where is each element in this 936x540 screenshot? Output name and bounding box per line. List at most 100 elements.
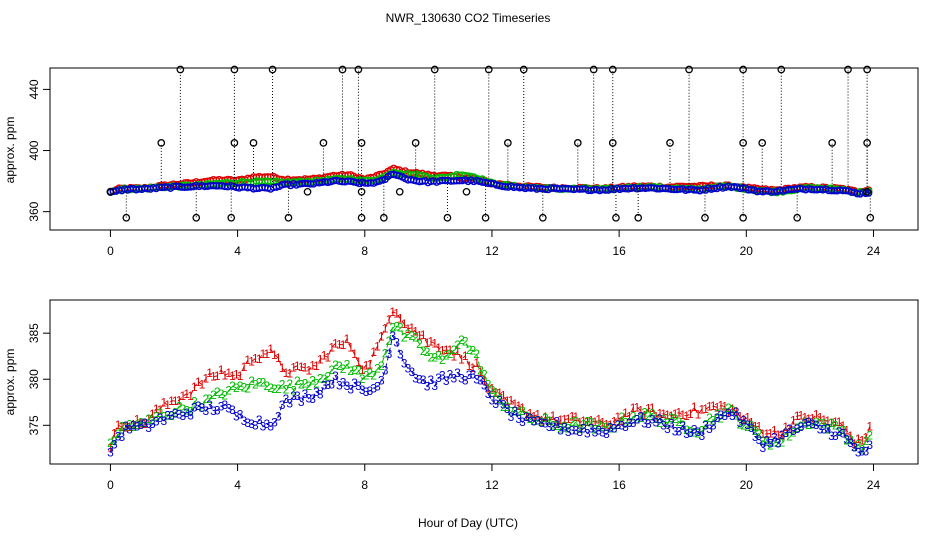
bottom-series-1-marker: 1 [363, 358, 370, 372]
bottom-series-3-marker: 3 [866, 438, 873, 452]
flag-point [573, 139, 582, 147]
bottom-series-1-marker: 1 [473, 356, 480, 370]
bottom-series-1-marker: 1 [347, 341, 354, 355]
bottom-series-2-marker: 2 [470, 343, 477, 357]
bottom-series-1-marker: 1 [416, 328, 423, 342]
bottom-series-1-marker: 1 [305, 363, 312, 377]
bottom-series-3-marker: 3 [275, 410, 282, 424]
bottom-series-3-marker: 3 [378, 374, 385, 388]
bottom-series-3-marker: 3 [206, 398, 213, 412]
flag-point [863, 139, 871, 147]
bottom-series-2-marker: 2 [347, 364, 354, 378]
bottom-series-3-marker: 3 [714, 411, 721, 425]
bottom-series-1-marker: 1 [847, 429, 854, 443]
bottom-series-3-marker: 3 [721, 409, 728, 423]
bottom-x-tick-label: 12 [485, 478, 499, 492]
bottom-series-1-marker: 1 [481, 374, 488, 388]
bottom-series-1-marker: 1 [374, 339, 381, 353]
bottom-series-3-marker: 3 [710, 418, 717, 432]
bottom-series-3-marker: 3 [622, 420, 629, 434]
bottom-series-3-marker: 3 [149, 417, 156, 431]
bottom-series-3-marker: 3 [817, 422, 824, 436]
bottom-series-2-marker: 2 [626, 415, 633, 429]
flag-point [357, 139, 366, 147]
bottom-series-2-marker: 2 [275, 382, 282, 396]
bottom-series-2-marker: 2 [244, 381, 251, 395]
flag-point [176, 65, 185, 74]
bottom-y-axis: 375 380 385 [27, 323, 51, 435]
bottom-series-2-marker: 2 [641, 405, 648, 419]
bottom-series-3-marker: 3 [676, 425, 683, 439]
bottom-series-1-marker: 1 [229, 369, 236, 383]
x-axis-title: Hour of Day (UTC) [418, 516, 518, 530]
bottom-series-2-marker: 2 [676, 415, 683, 429]
bottom-series-2-marker: 2 [790, 426, 797, 440]
bottom-series-3-marker: 3 [473, 373, 480, 387]
bottom-series-2-marker: 2 [386, 334, 393, 348]
bottom-series-3-marker: 3 [599, 425, 606, 439]
bottom-series-2-marker: 2 [611, 422, 618, 436]
bottom-series-3-marker: 3 [199, 401, 206, 415]
bottom-y-tick-label: 380 [27, 369, 41, 389]
bottom-series-2-marker: 2 [725, 401, 732, 415]
flag-point [319, 139, 328, 147]
bottom-series-2-marker: 2 [485, 378, 492, 392]
bottom-series-1-marker: 1 [298, 360, 305, 374]
bottom-series-3-marker: 3 [725, 406, 732, 420]
bottom-series-1-marker: 1 [756, 420, 763, 434]
bottom-series-1-line [109, 311, 871, 448]
bottom-series-2-marker: 2 [332, 358, 339, 372]
bottom-series-2-marker: 2 [206, 392, 213, 406]
bottom-series-1-marker: 1 [168, 394, 175, 408]
bottom-series-1-marker: 1 [153, 402, 160, 416]
bottom-series-1-marker: 1 [794, 409, 801, 423]
bottom-series-1-marker: 1 [511, 397, 518, 411]
bottom-series-3-marker: 3 [519, 415, 526, 429]
flag-point [395, 187, 404, 196]
bottom-series-3-marker: 3 [511, 404, 518, 418]
bottom-series-1-marker: 1 [565, 412, 572, 426]
bottom-series-1-marker: 1 [580, 414, 587, 428]
flag-point [357, 187, 366, 196]
bottom-y-tick-label: 385 [27, 323, 41, 343]
bottom-series-3-marker: 3 [481, 379, 488, 393]
bottom-series-3-marker: 3 [168, 409, 175, 423]
bottom-series-2-marker: 2 [679, 418, 686, 432]
bottom-series-2-marker: 2 [718, 412, 725, 426]
bottom-series-3-marker: 3 [244, 416, 251, 430]
bottom-series-1-marker: 1 [626, 409, 633, 423]
bottom-series-1-marker: 1 [336, 337, 343, 351]
bottom-series-2-marker: 2 [553, 419, 560, 433]
flag-point [357, 213, 366, 222]
bottom-series-3-marker: 3 [672, 425, 679, 439]
bottom-series-2-marker: 2 [328, 363, 335, 377]
bottom-series-3-line [109, 334, 871, 454]
bottom-series-1-marker: 1 [653, 410, 660, 424]
bottom-series-1-marker: 1 [718, 399, 725, 413]
bottom-series-3-marker: 3 [611, 421, 618, 435]
bottom-series-2-marker: 2 [271, 382, 278, 396]
bottom-series-2-marker: 2 [809, 418, 816, 432]
bottom-series-1-marker: 1 [134, 412, 141, 426]
bottom-series-3-marker: 3 [660, 419, 667, 433]
bottom-series-3-marker: 3 [847, 436, 854, 450]
bottom-series-1-marker: 1 [130, 418, 137, 432]
bottom-series-1-marker: 1 [840, 419, 847, 433]
bottom-series-2-marker: 2 [176, 399, 183, 413]
bottom-series-1-marker: 1 [706, 400, 713, 414]
flag-point [227, 213, 236, 222]
bottom-series-2-marker: 2 [538, 415, 545, 429]
bottom-series-2-marker: 2 [863, 434, 870, 448]
top-x-tick-label: 20 [740, 244, 754, 258]
bottom-series-2-marker: 2 [119, 419, 126, 433]
bottom-series-3-marker: 3 [424, 380, 431, 394]
bottom-series-3-marker: 3 [477, 374, 484, 388]
bottom-series-1-marker: 1 [248, 354, 255, 368]
bottom-series-1-marker: 1 [622, 406, 629, 420]
flag-point [157, 139, 166, 147]
bottom-series-1-marker: 1 [191, 380, 198, 394]
bottom-series-1-marker: 1 [790, 414, 797, 428]
bottom-series-3-marker: 3 [798, 420, 805, 434]
bottom-series-1-marker: 1 [378, 330, 385, 344]
bottom-series-1-marker: 1 [634, 400, 641, 414]
